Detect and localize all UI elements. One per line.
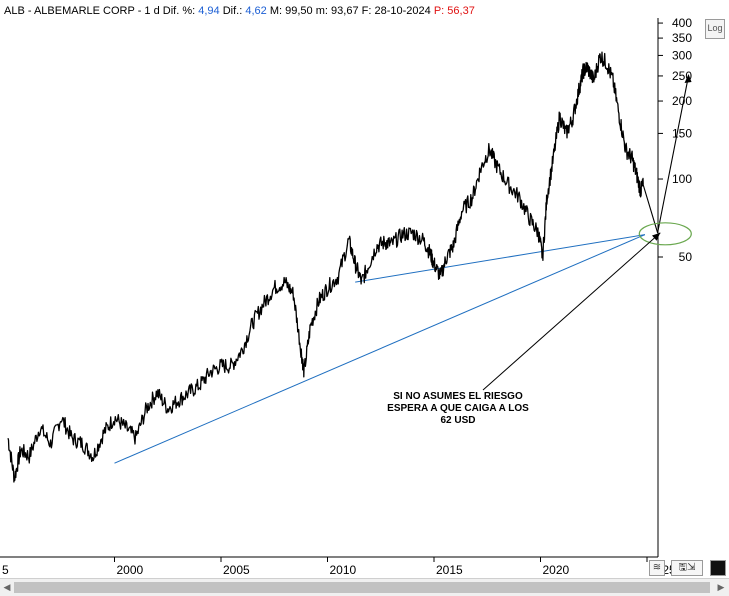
fit-icon: ≋ bbox=[652, 562, 662, 573]
annotation-line-3: 62 USD bbox=[440, 415, 475, 426]
header-price-label: P: bbox=[434, 5, 444, 17]
header-interval: 1 d bbox=[144, 5, 159, 17]
y-tick-label: 400 bbox=[672, 16, 692, 30]
header-company-name: ALBEMARLE CORP bbox=[34, 5, 135, 17]
target-zone-ellipse bbox=[638, 222, 692, 246]
projection-arrowhead bbox=[684, 73, 692, 83]
header-price-value: 56,37 bbox=[447, 5, 475, 17]
header-min-value: 93,67 bbox=[331, 5, 359, 17]
log-scale-toggle[interactable]: Log bbox=[705, 19, 725, 39]
header-max-label: M: bbox=[270, 5, 282, 17]
chart-header: ALB - ALBEMARLE CORP - 1 d Dif. %: 4,94 … bbox=[4, 5, 475, 17]
scroll-right-icon[interactable]: ▶ bbox=[717, 582, 725, 592]
header-date-value: 28-10-2024 bbox=[374, 5, 430, 17]
color-scheme-button[interactable] bbox=[710, 560, 726, 576]
y-tick-label: 300 bbox=[672, 48, 692, 62]
price-series-line bbox=[7, 51, 644, 483]
x-tick-label: 2010 bbox=[330, 563, 357, 577]
header-min-label: m: bbox=[316, 5, 328, 17]
y-tick-label: 200 bbox=[672, 94, 692, 108]
y-tick-label: 50 bbox=[679, 250, 693, 264]
header-date-label: F: bbox=[362, 5, 372, 17]
header-dif-pct-value: 4,94 bbox=[198, 5, 219, 17]
header-max-value: 99,50 bbox=[285, 5, 313, 17]
header-symbol: ALB bbox=[4, 5, 25, 17]
header-dif-label: Dif.: bbox=[223, 5, 243, 17]
y-tick-label: 150 bbox=[672, 126, 692, 140]
annotation-line-1: SI NO ASUMES EL RIESGO bbox=[393, 391, 523, 402]
save-layout-button[interactable]: 🖫⇲ bbox=[671, 560, 703, 576]
annotation-arrow-line bbox=[482, 232, 661, 391]
x-tick-label: 2020 bbox=[543, 563, 570, 577]
support-trendline bbox=[355, 234, 645, 283]
target-layer bbox=[482, 222, 692, 391]
x-tick-label: 5 bbox=[2, 563, 9, 577]
scroll-left-icon[interactable]: ◀ bbox=[3, 582, 11, 592]
header-dif-pct-label: Dif. %: bbox=[163, 5, 195, 17]
header-dif-value: 4,62 bbox=[245, 5, 266, 17]
horizontal-scrollbar[interactable]: ◀ ▶ bbox=[0, 578, 729, 596]
scrollbar-thumb[interactable] bbox=[14, 582, 710, 593]
annotation-line-2: ESPERA A QUE CAIGA A LOS bbox=[387, 403, 529, 414]
series-layer bbox=[7, 51, 692, 483]
support-trendline bbox=[114, 234, 646, 464]
x-tick-label: 2005 bbox=[223, 563, 250, 577]
trendlines bbox=[114, 234, 646, 464]
annotation-arrowhead bbox=[651, 232, 661, 241]
projection-path bbox=[642, 75, 690, 233]
fit-chart-button[interactable]: ≋ bbox=[649, 560, 665, 576]
x-axis-ticks: 5200020052010201520202025 bbox=[2, 557, 676, 577]
x-tick-label: 2015 bbox=[436, 563, 463, 577]
y-tick-label: 350 bbox=[672, 31, 692, 45]
save-icon: 🖫⇲ bbox=[678, 562, 696, 573]
x-tick-label: 2000 bbox=[117, 563, 144, 577]
y-tick-label: 100 bbox=[672, 172, 692, 186]
